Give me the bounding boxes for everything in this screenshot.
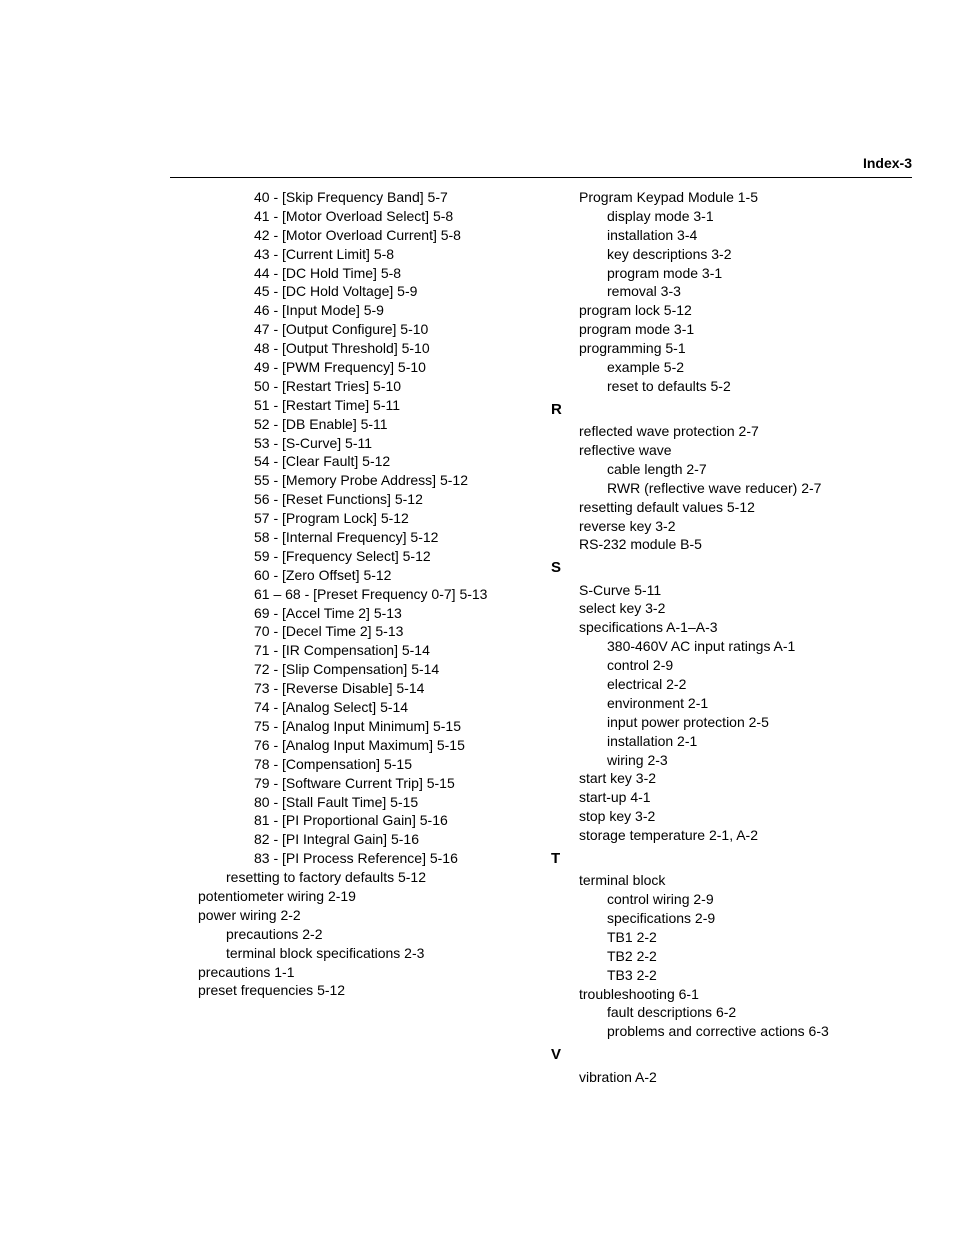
index-entry: 53 - [S-Curve] 5-11 xyxy=(170,434,531,453)
index-entry: stop key 3-2 xyxy=(551,807,912,826)
index-entry: 44 - [DC Hold Time] 5-8 xyxy=(170,264,531,283)
index-entry: 71 - [IR Compensation] 5-14 xyxy=(170,641,531,660)
index-entry: 50 - [Restart Tries] 5-10 xyxy=(170,377,531,396)
index-entry: reflected wave protection 2-7 xyxy=(551,422,912,441)
index-entry: preset frequencies 5-12 xyxy=(170,981,531,1000)
index-entry: 380-460V AC input ratings A-1 xyxy=(551,637,912,656)
index-entry: 61 – 68 - [Preset Frequency 0-7] 5-13 xyxy=(170,585,531,604)
index-entry: 42 - [Motor Overload Current] 5-8 xyxy=(170,226,531,245)
index-entry: 75 - [Analog Input Minimum] 5-15 xyxy=(170,717,531,736)
page-header: Index-3 xyxy=(170,154,912,178)
index-entry: 72 - [Slip Compensation] 5-14 xyxy=(170,660,531,679)
index-entry: start-up 4-1 xyxy=(551,788,912,807)
index-entry: programming 5-1 xyxy=(551,339,912,358)
index-entry: TB2 2-2 xyxy=(551,947,912,966)
left-column: 40 - [Skip Frequency Band] 5-741 - [Moto… xyxy=(170,188,541,1086)
section-letter: V xyxy=(551,1045,912,1065)
index-entry: Program Keypad Module 1-5 xyxy=(551,188,912,207)
index-entry: 80 - [Stall Fault Time] 5-15 xyxy=(170,793,531,812)
right-column: Program Keypad Module 1-5display mode 3-… xyxy=(541,188,912,1086)
index-entry: S-Curve 5-11 xyxy=(551,581,912,600)
index-entry: 55 - [Memory Probe Address] 5-12 xyxy=(170,471,531,490)
index-entry: 56 - [Reset Functions] 5-12 xyxy=(170,490,531,509)
index-entry: RWR (reflective wave reducer) 2-7 xyxy=(551,479,912,498)
index-entry: resetting to factory defaults 5-12 xyxy=(170,868,531,887)
index-entry: wiring 2-3 xyxy=(551,751,912,770)
index-entry: 78 - [Compensation] 5-15 xyxy=(170,755,531,774)
index-entry: 40 - [Skip Frequency Band] 5-7 xyxy=(170,188,531,207)
index-entry: storage temperature 2-1, A-2 xyxy=(551,826,912,845)
index-entry: 58 - [Internal Frequency] 5-12 xyxy=(170,528,531,547)
index-entry: 43 - [Current Limit] 5-8 xyxy=(170,245,531,264)
index-entry: 83 - [PI Process Reference] 5-16 xyxy=(170,849,531,868)
index-entry: control wiring 2-9 xyxy=(551,890,912,909)
index-entry: power wiring 2-2 xyxy=(170,906,531,925)
index-entry: specifications A-1–A-3 xyxy=(551,618,912,637)
section-letter: S xyxy=(551,558,912,578)
index-entry: precautions 2-2 xyxy=(170,925,531,944)
index-entry: 82 - [PI Integral Gain] 5-16 xyxy=(170,830,531,849)
index-entry: problems and corrective actions 6-3 xyxy=(551,1022,912,1041)
index-entry: 59 - [Frequency Select] 5-12 xyxy=(170,547,531,566)
index-entry: 51 - [Restart Time] 5-11 xyxy=(170,396,531,415)
index-entry: TB3 2-2 xyxy=(551,966,912,985)
index-entry: vibration A-2 xyxy=(551,1068,912,1087)
index-entry: precautions 1-1 xyxy=(170,963,531,982)
index-entry: 79 - [Software Current Trip] 5-15 xyxy=(170,774,531,793)
index-entry: cable length 2-7 xyxy=(551,460,912,479)
index-entry: 60 - [Zero Offset] 5-12 xyxy=(170,566,531,585)
index-page: Index-3 40 - [Skip Frequency Band] 5-741… xyxy=(0,0,954,1235)
index-entry: 57 - [Program Lock] 5-12 xyxy=(170,509,531,528)
index-entry: start key 3-2 xyxy=(551,769,912,788)
index-entry: installation 3-4 xyxy=(551,226,912,245)
index-entry: 76 - [Analog Input Maximum] 5-15 xyxy=(170,736,531,755)
index-entry: TB1 2-2 xyxy=(551,928,912,947)
section-letter: R xyxy=(551,400,912,420)
index-entry: terminal block specifications 2-3 xyxy=(170,944,531,963)
index-entry: troubleshooting 6-1 xyxy=(551,985,912,1004)
index-entry: terminal block xyxy=(551,871,912,890)
section-letter: T xyxy=(551,849,912,869)
index-entry: fault descriptions 6-2 xyxy=(551,1003,912,1022)
index-entry: environment 2-1 xyxy=(551,694,912,713)
index-entry: program mode 3-1 xyxy=(551,320,912,339)
index-entry: 52 - [DB Enable] 5-11 xyxy=(170,415,531,434)
index-entry: program lock 5-12 xyxy=(551,301,912,320)
index-entry: 46 - [Input Mode] 5-9 xyxy=(170,301,531,320)
index-entry: 54 - [Clear Fault] 5-12 xyxy=(170,452,531,471)
index-columns: 40 - [Skip Frequency Band] 5-741 - [Moto… xyxy=(170,188,912,1086)
index-entry: 48 - [Output Threshold] 5-10 xyxy=(170,339,531,358)
index-entry: 73 - [Reverse Disable] 5-14 xyxy=(170,679,531,698)
index-entry: reset to defaults 5-2 xyxy=(551,377,912,396)
index-entry: 47 - [Output Configure] 5-10 xyxy=(170,320,531,339)
index-entry: control 2-9 xyxy=(551,656,912,675)
index-entry: resetting default values 5-12 xyxy=(551,498,912,517)
index-entry: 70 - [Decel Time 2] 5-13 xyxy=(170,622,531,641)
index-entry: reverse key 3-2 xyxy=(551,517,912,536)
index-entry: program mode 3-1 xyxy=(551,264,912,283)
index-entry: 45 - [DC Hold Voltage] 5-9 xyxy=(170,282,531,301)
index-entry: 69 - [Accel Time 2] 5-13 xyxy=(170,604,531,623)
index-entry: reflective wave xyxy=(551,441,912,460)
index-entry: potentiometer wiring 2-19 xyxy=(170,887,531,906)
index-entry: removal 3-3 xyxy=(551,282,912,301)
index-entry: RS-232 module B-5 xyxy=(551,535,912,554)
index-entry: electrical 2-2 xyxy=(551,675,912,694)
index-entry: specifications 2-9 xyxy=(551,909,912,928)
index-entry: 41 - [Motor Overload Select] 5-8 xyxy=(170,207,531,226)
index-entry: key descriptions 3-2 xyxy=(551,245,912,264)
index-entry: display mode 3-1 xyxy=(551,207,912,226)
index-entry: installation 2-1 xyxy=(551,732,912,751)
index-entry: 81 - [PI Proportional Gain] 5-16 xyxy=(170,811,531,830)
index-entry: input power protection 2-5 xyxy=(551,713,912,732)
index-entry: example 5-2 xyxy=(551,358,912,377)
index-entry: 74 - [Analog Select] 5-14 xyxy=(170,698,531,717)
index-entry: select key 3-2 xyxy=(551,599,912,618)
index-entry: 49 - [PWM Frequency] 5-10 xyxy=(170,358,531,377)
